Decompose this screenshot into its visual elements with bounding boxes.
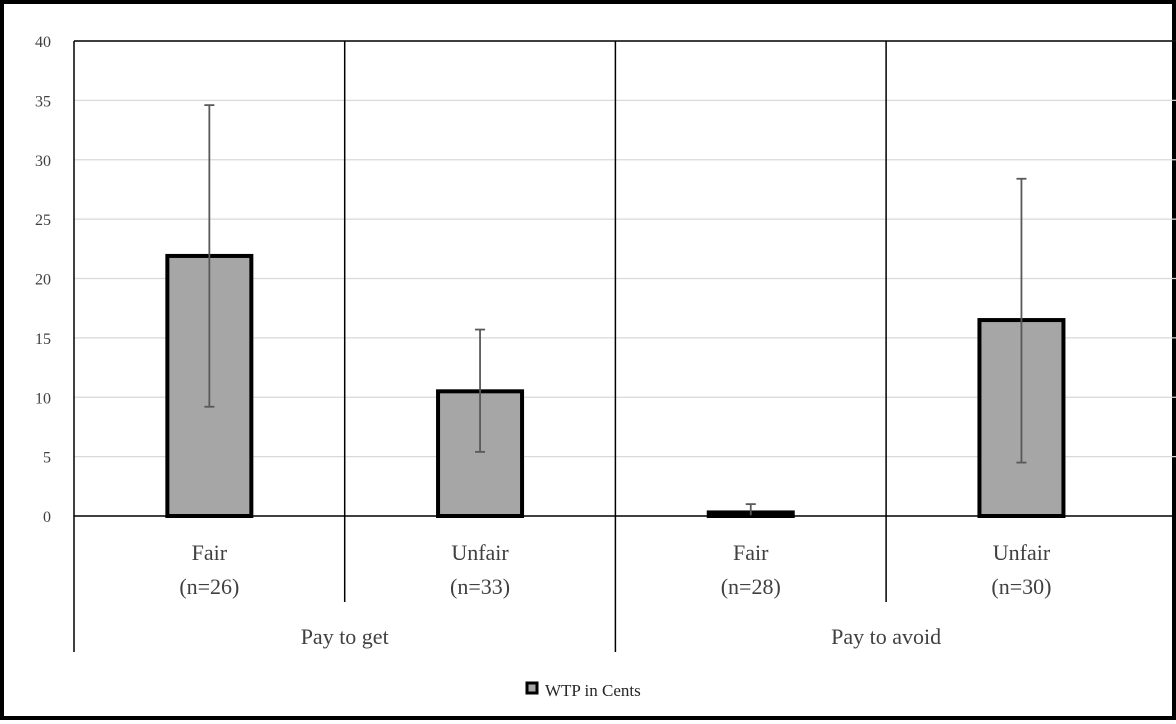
error-bar <box>204 104 215 408</box>
category-label: Fair <box>733 540 769 565</box>
legend-label: WTP in Cents <box>545 681 641 700</box>
category-sample-size: (n=33) <box>450 574 510 599</box>
y-tick-label: 25 <box>35 212 51 229</box>
y-tick-label: 15 <box>35 331 51 348</box>
y-tick-label: 20 <box>35 272 51 289</box>
y-tick-label: 10 <box>35 390 51 407</box>
error-bars <box>204 104 1027 516</box>
group-labels: Pay to get Pay to avoid <box>301 624 941 649</box>
gridlines <box>74 40 1176 458</box>
axes <box>73 40 1176 652</box>
y-tick-label: 5 <box>43 450 51 467</box>
y-tick-label: 40 <box>35 34 51 51</box>
group-label: Pay to get <box>301 624 389 649</box>
category-label: Unfair <box>993 540 1051 565</box>
error-bar <box>1016 177 1027 464</box>
error-bar <box>745 503 756 516</box>
y-tick-label: 0 <box>43 509 51 526</box>
category-label: Fair <box>192 540 228 565</box>
legend: WTP in Cents <box>525 681 641 700</box>
category-sample-size: (n=30) <box>991 574 1051 599</box>
y-axis-ticks: 0 5 10 15 20 25 30 35 40 <box>35 34 51 526</box>
error-bar <box>475 328 486 453</box>
category-sample-size: (n=26) <box>179 574 239 599</box>
category-label: Unfair <box>451 540 509 565</box>
group-label: Pay to avoid <box>831 624 941 649</box>
category-sample-size: (n=28) <box>721 574 781 599</box>
y-tick-label: 35 <box>35 93 51 110</box>
y-tick-label: 30 <box>35 153 51 170</box>
legend-item: WTP in Cents <box>525 681 641 700</box>
legend-swatch <box>525 681 539 695</box>
category-labels: Fair (n=26) Unfair (n=33) Fair (n=28) Unfair (n… <box>179 540 1051 599</box>
